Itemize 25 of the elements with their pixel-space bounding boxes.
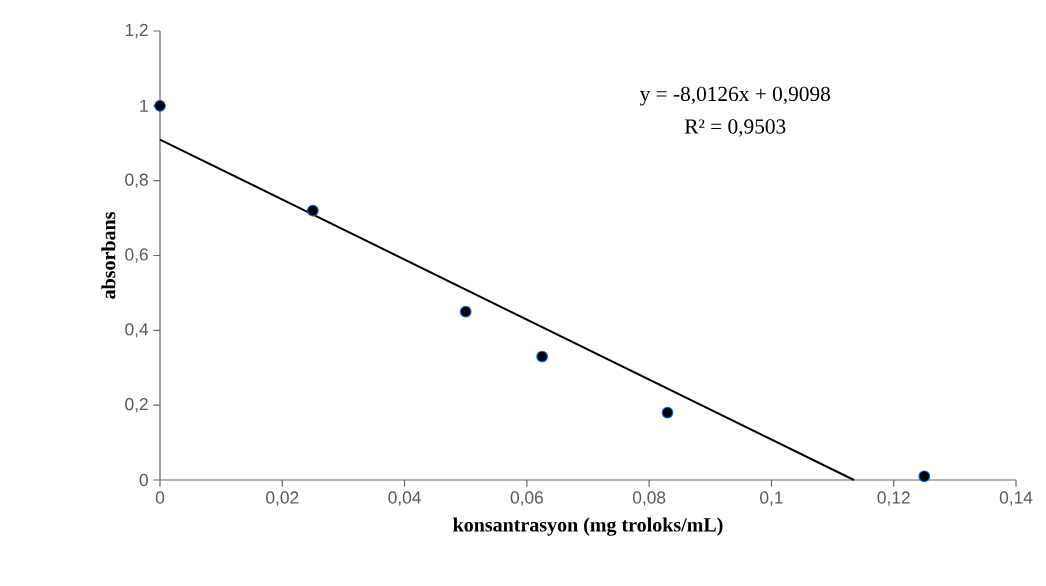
x-tick-label: 0,12 [877,491,910,506]
y-tick-label: 1,2 [125,23,148,39]
y-tick-label: 0,2 [125,398,148,413]
x-tick-label: 0,06 [510,491,543,506]
y-tick-label: 0,8 [125,173,148,188]
x-tick-label: 0,08 [632,491,666,506]
x-tick-label: 0,04 [388,491,421,506]
annotation: R² = 0,9503 [684,119,786,137]
point [918,470,931,483]
point [154,99,166,112]
point [536,350,549,363]
y-tick-label: 0,4 [125,323,149,338]
x-tick-label: 0 [155,491,165,504]
x-axis-title: konsantrasyon (mg troloks/mL) [453,517,723,536]
y-axis-title: absorbans [101,212,116,299]
x-tick-label: 0,02 [266,491,299,506]
x-tick-label: 0,1 [760,491,783,506]
point [661,406,674,419]
point [459,305,472,318]
y-tick-label: 0 [139,473,148,487]
x-tick-label: 0,14 [999,491,1033,506]
y-tick-label: 0,6 [125,248,148,263]
point [306,204,319,217]
y-tick-label: 1 [140,99,148,112]
annotation: y = -8,0126x + 0,9098 [639,86,830,106]
